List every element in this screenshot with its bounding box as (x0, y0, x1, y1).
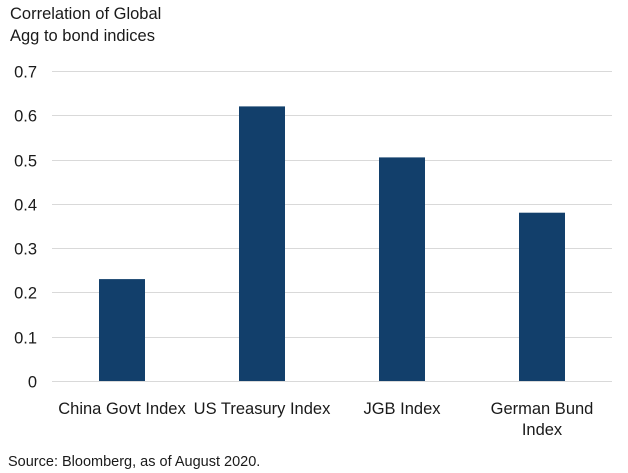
x-tick-label: US Treasury Index (194, 400, 331, 418)
y-tick-label: 0.6 (14, 108, 37, 126)
y-tick-label: 0.1 (14, 330, 37, 348)
x-tick-label-line: German Bund (491, 400, 594, 418)
x-tick-labels: China Govt Index US Treasury Index JGB Ind… (58, 400, 593, 439)
y-tick-label: 0.7 (14, 64, 37, 82)
x-tick-label: China Govt Index (58, 400, 186, 418)
bar (99, 279, 145, 381)
x-tick-label-line: US Treasury Index (194, 400, 331, 418)
x-tick-label-line: JGB Index (363, 400, 441, 418)
bar (519, 212, 565, 381)
y-tick-label: 0 (28, 374, 37, 392)
y-axis-title-line-2: Agg to bond indices (10, 27, 155, 45)
x-tick-label: JGB Index (363, 400, 441, 418)
y-tick-labels: 0 0.1 0.2 0.3 0.4 0.5 0.6 0.7 (14, 64, 37, 392)
y-tick-label: 0.5 (14, 153, 37, 171)
source-note: Source: Bloomberg, as of August 2020. (8, 454, 261, 470)
x-tick-label: German Bund Index (491, 400, 594, 439)
bars (99, 106, 565, 382)
y-axis-title-line-1: Correlation of Global (10, 5, 162, 23)
bar (379, 157, 425, 381)
x-tick-label-line: China Govt Index (58, 400, 186, 418)
y-tick-label: 0.4 (14, 197, 37, 215)
gridlines (52, 71, 612, 382)
bar (239, 106, 285, 382)
x-tick-label-line: Index (522, 421, 563, 439)
y-tick-label: 0.3 (14, 241, 37, 259)
y-tick-label: 0.2 (14, 285, 37, 303)
